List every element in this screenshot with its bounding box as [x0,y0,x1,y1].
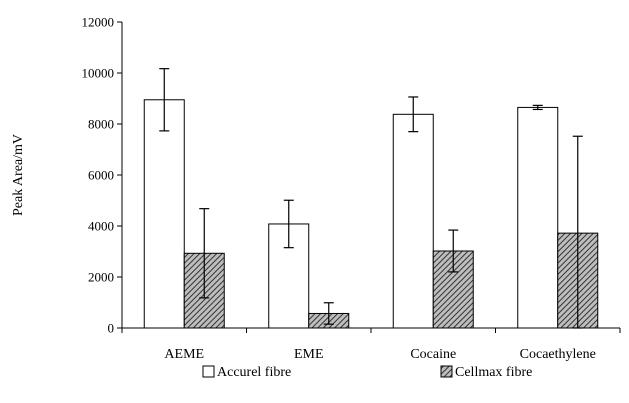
legend-label-cellmax: Cellmax fibre [455,365,532,380]
y-tick-label: 4000 [88,219,114,234]
error-bar [199,208,210,299]
category-label: AEME [164,347,204,362]
bar-accurel [392,113,434,329]
y-axis-title: Peak Area/mV [11,134,26,216]
y-axis: 0 2000 4000 6000 8000 10000 12000 [82,15,123,336]
error-bar [448,229,459,273]
y-tick-label: 12000 [82,15,115,30]
y-tick-label: 2000 [88,270,114,285]
y-tick-label: 8000 [88,117,114,132]
error-bar [572,135,583,329]
error-bar [408,96,419,133]
legend-swatch-accurel [202,365,215,378]
error-bar [532,104,543,111]
bar-accurel [517,106,559,329]
error-bar [323,302,334,325]
legend-swatch-cellmax [440,365,453,378]
error-bar [159,68,170,132]
error-bar [283,199,294,249]
y-tick-label: 10000 [82,66,115,81]
y-tick-label: 6000 [88,168,114,183]
bar-accurel [143,99,185,329]
category-label: EME [294,347,324,362]
category-label: Cocaethylene [520,347,596,362]
bars-group [143,68,599,329]
y-tick-label: 0 [108,321,115,336]
category-label: Cocaine [410,347,456,362]
x-axis: AEME EME Cocaine Cocaethylene [121,327,621,362]
legend-label-accurel: Accurel fibre [217,365,291,380]
legend: Accurel fibre Cellmax fibre [202,365,532,380]
